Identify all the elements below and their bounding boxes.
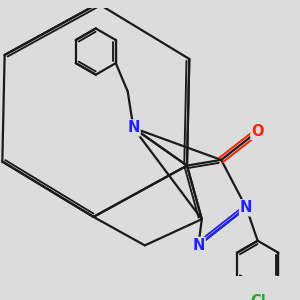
Text: N: N [240, 200, 253, 215]
Text: O: O [251, 124, 264, 139]
Text: N: N [192, 238, 205, 253]
Text: Cl: Cl [250, 294, 266, 300]
Text: N: N [127, 121, 140, 136]
